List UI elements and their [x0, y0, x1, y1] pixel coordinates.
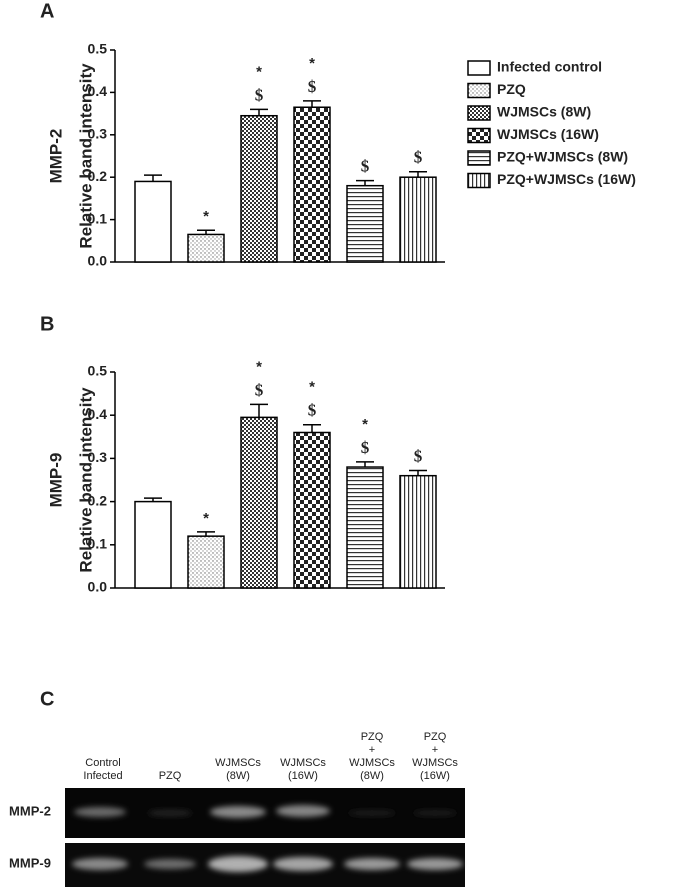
lane-label: Infected — [83, 770, 122, 782]
lane-label: WJMSCs — [215, 757, 261, 769]
legend-swatch — [467, 60, 491, 76]
error-bar — [409, 170, 427, 178]
error-bar — [144, 174, 162, 182]
bar — [346, 184, 384, 263]
panel-label: B — [40, 313, 54, 335]
legend-swatch — [467, 150, 491, 166]
lane-label: WJMSCs — [412, 757, 458, 769]
y-tick-label: 0.4 — [88, 406, 108, 422]
significance-marker: $ — [308, 77, 317, 96]
y-tick-label: 0.3 — [88, 449, 108, 465]
significance-marker: * — [256, 358, 262, 375]
y-tick-label: 0.3 — [88, 126, 108, 142]
bar — [399, 176, 437, 263]
significance-marker: * — [203, 208, 209, 225]
significance-marker: $ — [255, 380, 264, 399]
lane-label: PZQ — [159, 770, 182, 782]
error-bar — [356, 461, 374, 468]
y-tick-label: 0.1 — [88, 210, 108, 226]
significance-marker: * — [256, 63, 262, 80]
legend-label: WJMSCs (8W) — [497, 104, 591, 120]
bar — [187, 233, 225, 263]
y-tick-label: 0.4 — [88, 83, 108, 99]
legend-label: WJMSCs (16W) — [497, 126, 599, 142]
error-bar — [250, 403, 268, 418]
lane-label: PZQ — [424, 731, 447, 743]
error-bar — [250, 108, 268, 116]
error-bar — [197, 229, 215, 235]
legend-label: PZQ+WJMSCs (8W) — [497, 149, 628, 165]
lane-label: (16W) — [288, 770, 318, 782]
gel-bands — [72, 805, 463, 872]
bar — [240, 114, 278, 263]
significance-marker: * — [362, 416, 368, 433]
legend-swatch — [467, 105, 491, 121]
lane-label: + — [369, 744, 375, 756]
y-tick-label: 0.0 — [88, 579, 108, 595]
significance-marker: * — [203, 510, 209, 527]
lane-label: Control — [85, 757, 120, 769]
bar — [293, 431, 331, 589]
bar — [240, 416, 278, 589]
y-tick-label: 0.5 — [88, 363, 108, 379]
bar — [187, 535, 225, 589]
significance-marker: $ — [308, 401, 317, 420]
significance-marker: * — [309, 379, 315, 396]
bar — [346, 466, 384, 589]
y-axis-label: Relative band intensity — [76, 63, 95, 249]
legend-swatch — [467, 127, 491, 144]
significance-marker: $ — [414, 148, 423, 167]
error-bar — [356, 179, 374, 186]
significance-marker: $ — [255, 85, 264, 104]
lane-label: + — [432, 744, 438, 756]
y-axis-label: Relative band intensity — [76, 387, 95, 573]
y-tick-label: 0.5 — [88, 41, 108, 57]
bar — [134, 180, 172, 263]
y-tick-label: 0.2 — [88, 492, 108, 508]
lane-label: WJMSCs — [280, 757, 326, 769]
gel-row-label: MMP-2 — [9, 803, 51, 818]
significance-marker: $ — [361, 438, 370, 457]
error-bar — [303, 100, 321, 108]
legend-swatch — [467, 172, 491, 189]
lane-label: (8W) — [226, 770, 250, 782]
lane-label: PZQ — [361, 731, 384, 743]
lane-label: (8W) — [360, 770, 384, 782]
bar — [134, 500, 172, 589]
error-bar — [197, 531, 215, 537]
y-tick-label: 0.0 — [88, 253, 108, 269]
y-tick-label: 0.1 — [88, 536, 108, 552]
gel-image — [65, 788, 465, 887]
significance-marker: $ — [414, 446, 423, 465]
lane-label: WJMSCs — [349, 757, 395, 769]
error-bar — [144, 497, 162, 502]
legend-label: PZQ+WJMSCs (16W) — [497, 171, 636, 187]
row-label: MMP-9 — [46, 453, 65, 508]
bar — [399, 474, 437, 589]
error-bar — [409, 469, 427, 476]
row-label: MMP-2 — [46, 129, 65, 184]
bar — [293, 106, 331, 263]
legend-swatch — [467, 82, 491, 99]
panel-label: C — [40, 688, 54, 710]
legend-label: Infected control — [497, 59, 602, 75]
significance-marker: $ — [361, 156, 370, 175]
error-bar — [303, 423, 321, 433]
panel-label: A — [40, 0, 54, 22]
lane-label: (16W) — [420, 770, 450, 782]
significance-marker: * — [309, 55, 315, 72]
legend-label: PZQ — [497, 81, 526, 97]
gel-row-label: MMP-9 — [9, 855, 51, 870]
y-tick-label: 0.2 — [88, 168, 108, 184]
